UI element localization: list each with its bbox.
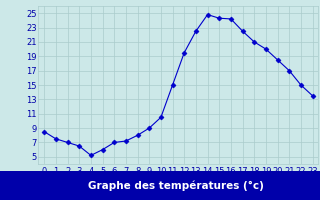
Text: Graphe des températures (°c): Graphe des températures (°c) (88, 181, 264, 191)
